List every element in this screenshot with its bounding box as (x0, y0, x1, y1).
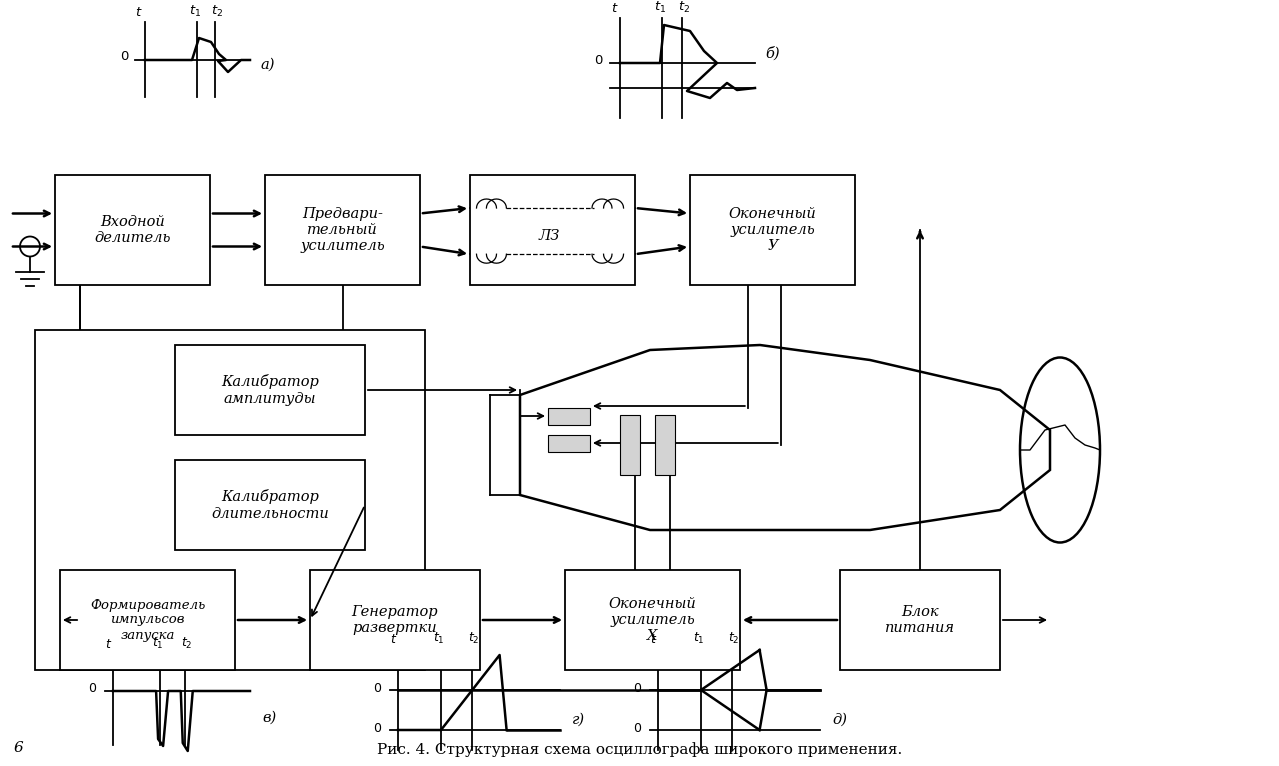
Bar (55, 175, 210, 285)
Text: $0$: $0$ (120, 51, 130, 64)
Text: б): б) (766, 46, 780, 61)
Text: $t$: $t$ (650, 633, 657, 646)
Text: Калибратор
амплитуды: Калибратор амплитуды (221, 375, 318, 406)
Polygon shape (547, 435, 590, 452)
Text: $0$: $0$ (633, 722, 642, 735)
Text: $t_2$: $t_2$ (211, 4, 223, 19)
Text: $t_1$: $t_1$ (434, 631, 445, 646)
Bar (265, 175, 420, 285)
Text: $t_2$: $t_2$ (728, 631, 739, 646)
Text: Формирователь
импульсов
запуска: Формирователь импульсов запуска (90, 598, 205, 641)
Text: $t_2$: $t_2$ (468, 631, 480, 646)
Text: ЛЗ: ЛЗ (538, 228, 560, 243)
Text: $t_1$: $t_1$ (654, 0, 666, 15)
Text: $t$: $t$ (611, 2, 619, 15)
Polygon shape (547, 408, 590, 425)
Text: $t$: $t$ (136, 6, 143, 19)
Text: $0$: $0$ (593, 54, 602, 67)
Text: $0$: $0$ (373, 682, 382, 695)
Text: 6: 6 (13, 741, 23, 755)
Text: $t_2$: $t_2$ (182, 636, 193, 651)
Text: Генератор
развертки: Генератор развертки (352, 605, 439, 635)
Text: Оконечный
усилитель
X: Оконечный усилитель X (609, 597, 696, 643)
Text: г): г) (572, 713, 585, 727)
Bar (840, 570, 1000, 670)
Text: Оконечный
усилитель
У: Оконечный усилитель У (729, 207, 816, 254)
Text: $t_1$: $t_1$ (152, 636, 164, 651)
Text: $t$: $t$ (390, 633, 398, 646)
Bar (689, 175, 854, 285)
Text: в): в) (262, 711, 276, 725)
Bar (175, 460, 365, 550)
Text: $0$: $0$ (373, 722, 382, 735)
Bar (35, 330, 425, 670)
Text: $0$: $0$ (88, 683, 97, 696)
Text: $t_2$: $t_2$ (678, 0, 691, 15)
Bar (310, 570, 480, 670)
Text: $0$: $0$ (633, 682, 642, 695)
Bar (60, 570, 235, 670)
Bar (565, 570, 741, 670)
Polygon shape (655, 415, 675, 475)
Polygon shape (620, 415, 640, 475)
Text: $t_1$: $t_1$ (189, 4, 201, 19)
Text: $t_1$: $t_1$ (693, 631, 705, 646)
Text: Калибратор
длительности: Калибратор длительности (211, 489, 329, 521)
Text: д): д) (833, 713, 847, 727)
Text: Блок
питания: Блок питания (885, 605, 955, 635)
Bar (469, 175, 634, 285)
Text: $t$: $t$ (105, 638, 113, 651)
Bar (175, 345, 365, 435)
Text: Входной
делитель: Входной делитель (95, 215, 171, 245)
Text: Рис. 4. Структурная схема осциллографа широкого применения.: Рис. 4. Структурная схема осциллографа ш… (377, 742, 903, 758)
Text: а): а) (261, 58, 275, 72)
Text: Предвари-
тельный
усилитель: Предвари- тельный усилитель (301, 207, 385, 254)
